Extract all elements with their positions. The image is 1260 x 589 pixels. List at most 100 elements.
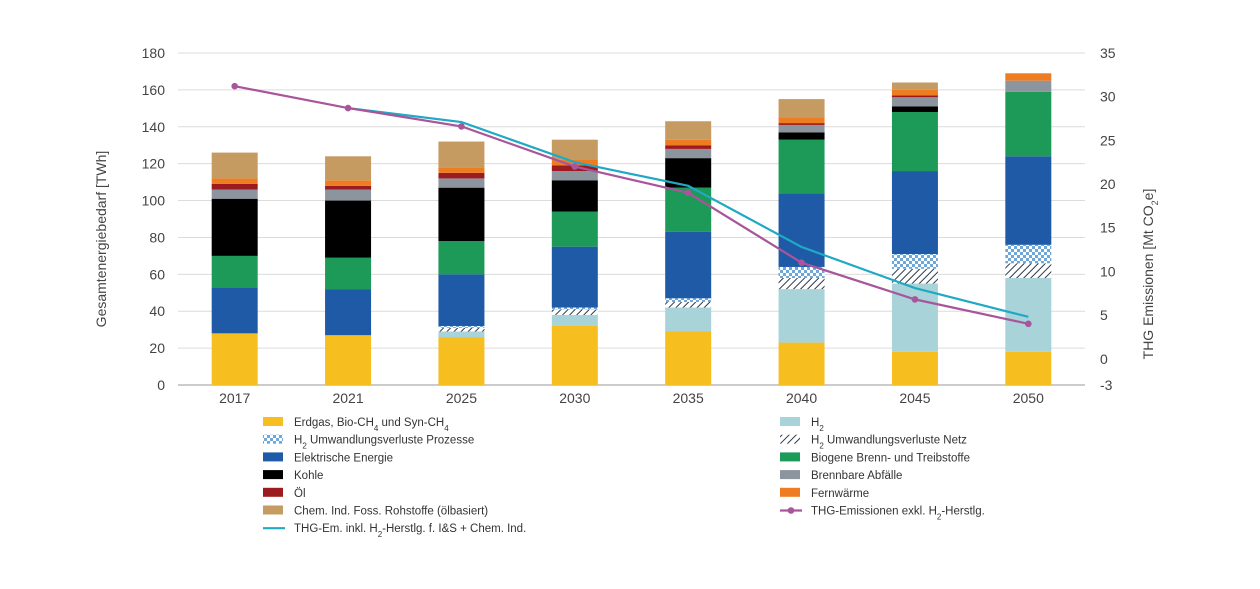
point-thg_exkl <box>1025 320 1032 328</box>
y-tick-label: 160 <box>142 82 166 98</box>
point-thg_exkl <box>798 259 805 266</box>
x-tick-label: 2021 <box>332 390 363 406</box>
bar-chem_ind-2025 <box>438 141 485 168</box>
bar-elektrisch-2025 <box>438 274 485 326</box>
legend-label-h2_umw_prozesse: H2 Umwandlungsverluste Prozesse <box>294 435 474 451</box>
bar-chem_ind-2035 <box>665 121 712 140</box>
bar-biogen-2050 <box>1005 91 1052 157</box>
bar-biogen-2021 <box>325 257 372 290</box>
bar-fernwaerme-2017 <box>211 178 258 184</box>
bar-fernwaerme-2025 <box>438 167 485 173</box>
y-tick-label: 20 <box>149 340 165 356</box>
bar-elektrisch-2040 <box>778 193 825 267</box>
legend-swatch-h2_umw_prozesse <box>263 434 283 444</box>
line-thg_inkl <box>347 106 1029 318</box>
point-thg_exkl <box>344 104 352 112</box>
bar-abfaelle-2017 <box>211 189 258 199</box>
bars <box>211 73 1052 385</box>
bar-h2_umw_prozesse-2050 <box>1005 244 1052 264</box>
legend-label-h2: H2 <box>811 417 824 433</box>
bar-biogen-2040 <box>778 139 825 194</box>
bar-h2-2050 <box>1005 278 1052 352</box>
bar-erdgas-2021 <box>325 335 372 385</box>
legend-label-thg_inkl: THG-Em. inkl. H2-Herstlg. f. I&S + Chem.… <box>294 523 526 539</box>
legend-label-elektrisch: Elektrische Energie <box>294 452 393 464</box>
bar-kohle-2040 <box>778 132 825 140</box>
bar-oel-2017 <box>211 183 258 190</box>
bar-h2-2030 <box>551 314 598 326</box>
bar-kohle-2030 <box>551 180 598 212</box>
bar-abfaelle-2050 <box>1005 80 1052 92</box>
bar-h2-2025 <box>438 331 485 338</box>
bar-erdgas-2045 <box>891 351 938 385</box>
bar-erdgas-2040 <box>778 342 825 385</box>
bar-elektrisch-2021 <box>325 289 372 336</box>
legend-swatch-kohle <box>263 470 283 480</box>
bar-h2_umw_netz-2050 <box>1005 263 1052 279</box>
bar-h2_umw_netz-2035 <box>665 302 712 308</box>
bar-elektrisch-2017 <box>211 287 258 334</box>
bar-abfaelle-2035 <box>665 148 712 159</box>
bar-fernwaerme-2045 <box>891 89 938 96</box>
y2-tick-label: 5 <box>1100 307 1108 323</box>
y-tick-label: 80 <box>149 229 165 245</box>
bar-biogen-2017 <box>211 255 258 288</box>
bar-biogen-2045 <box>891 112 938 172</box>
bar-fernwaerme-2035 <box>665 139 712 146</box>
bar-erdgas-2030 <box>551 325 598 385</box>
y-tick-label: 140 <box>142 119 166 135</box>
bar-erdgas-2025 <box>438 337 485 385</box>
bar-chem_ind-2045 <box>891 82 938 90</box>
y2-tick-label: -3 <box>1100 377 1113 393</box>
legend-swatch-abfaelle <box>780 470 800 480</box>
legend-swatch-oel <box>263 487 283 497</box>
bar-h2_umw_netz-2045 <box>891 268 938 284</box>
legend-swatch-chem_ind <box>263 505 283 515</box>
y-tick-label: 0 <box>157 377 165 393</box>
bar-elektrisch-2050 <box>1005 156 1052 245</box>
bar-oel-2025 <box>438 172 485 179</box>
point-thg_exkl <box>231 82 238 90</box>
legend-marker-thg_exkl <box>787 507 795 514</box>
x-tick-label: 2040 <box>786 390 817 406</box>
x-tick-label: 2035 <box>673 390 704 406</box>
legend-label-biogen: Biogene Brenn- und Treibstoffe <box>811 452 970 464</box>
bar-chem_ind-2040 <box>778 99 825 118</box>
bar-elektrisch-2030 <box>551 246 598 308</box>
y-axis-title: Gesamtenergiebedarf [TWh] <box>93 151 109 328</box>
bar-h2_umw_prozesse-2035 <box>665 298 712 302</box>
legend-swatch-fernwaerme <box>780 487 800 497</box>
bar-kohle-2045 <box>891 106 938 113</box>
bar-h2-2040 <box>778 289 825 343</box>
legend-swatch-elektrisch <box>263 452 283 462</box>
bar-fernwaerme-2021 <box>325 180 372 186</box>
y2-tick-label: 15 <box>1100 220 1116 236</box>
point-thg_exkl <box>458 123 465 130</box>
bar-fernwaerme-2050 <box>1005 73 1052 81</box>
bar-fernwaerme-2040 <box>778 117 825 124</box>
bar-chem_ind-2017 <box>211 152 258 179</box>
point-thg_exkl <box>571 163 579 170</box>
bar-biogen-2030 <box>551 211 598 247</box>
legend-swatch-h2_umw_netz <box>780 434 800 444</box>
x-tick-label: 2045 <box>899 390 930 406</box>
y2-axis-title: THG Emissionen [Mt CO2e] <box>1140 189 1160 360</box>
y2-tick-label: 0 <box>1100 351 1108 367</box>
axes: 020406080100120140160180-305101520253035… <box>93 45 1160 406</box>
legend-label-kohle: Kohle <box>294 470 323 482</box>
bar-oel-2040 <box>778 123 825 125</box>
bar-chem_ind-2030 <box>551 139 598 160</box>
bar-erdgas-2035 <box>665 331 712 385</box>
bar-h2_umw_prozesse-2030 <box>551 307 598 310</box>
bar-h2_umw_netz-2040 <box>778 278 825 290</box>
legend-label-thg_exkl: THG-Emissionen exkl. H2-Herstlg. <box>811 506 985 522</box>
bar-elektrisch-2035 <box>665 231 712 299</box>
line-thg_exkl <box>234 85 1029 325</box>
bar-abfaelle-2030 <box>551 171 598 181</box>
legend-swatch-biogen <box>780 452 800 462</box>
bar-biogen-2025 <box>438 241 485 275</box>
bar-h2_umw_prozesse-2025 <box>438 325 485 328</box>
legend-label-chem_ind: Chem. Ind. Foss. Rohstoffe (ölbasiert) <box>294 506 488 518</box>
x-tick-label: 2030 <box>559 390 590 406</box>
